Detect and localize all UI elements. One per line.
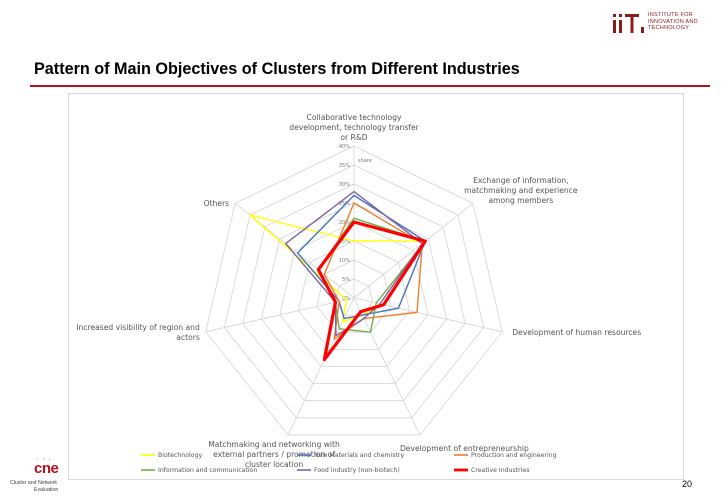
- legend-label: Production and engineering: [471, 452, 557, 459]
- tick-label: 40%: [339, 144, 350, 150]
- legend-label: Food industry (non-biotech): [314, 467, 400, 474]
- grid-ring: [279, 221, 429, 367]
- page-number: 20: [682, 479, 693, 489]
- tick-label: 15%: [339, 239, 350, 245]
- axis-label: external partners / promotion of: [213, 450, 335, 459]
- cne-dots-icon: · · ·: [36, 456, 52, 463]
- series-line-1: [296, 194, 427, 320]
- tick-label: 5%: [342, 277, 350, 283]
- tick-label: 35%: [339, 163, 350, 169]
- grid-ring: [223, 164, 485, 419]
- tick-label: 10%: [339, 258, 350, 264]
- axis-label: development, technology transfer: [289, 123, 419, 132]
- tick-label: 20%: [339, 220, 350, 226]
- title-divider: [30, 85, 710, 87]
- axis-label: among members: [488, 196, 553, 205]
- radar-chart: 0%5%10%15%20%25%30%35%40%shareCollaborat…: [76, 113, 641, 474]
- axis-spoke: [353, 202, 474, 299]
- grid-ring: [242, 183, 466, 402]
- iit-logo-mark-icon: [613, 14, 644, 33]
- scale-label: share: [358, 158, 372, 164]
- grid-ring: [335, 278, 373, 316]
- institute-logo: INSTITUTE FOR INNOVATION AND TECHNOLOGY: [612, 11, 722, 37]
- axis-label: Exchange of information,: [473, 176, 569, 185]
- axis-label: Increased visibility of region and: [76, 323, 200, 332]
- cne-logo-line-2: Evaluation: [34, 487, 59, 493]
- axis-label: Matchmaking and networking with: [208, 440, 340, 449]
- logo-line-2: INNOVATION AND: [648, 18, 698, 25]
- axis-label: actors: [176, 333, 200, 342]
- legend-label: Biotechnology: [158, 452, 202, 459]
- legend-label: Information and communication: [158, 467, 257, 474]
- axis-label: cluster location: [245, 460, 304, 469]
- institute-logo-text: INSTITUTE FOR INNOVATION AND TECHNOLOGY: [648, 12, 698, 32]
- axis-spoke: [205, 297, 355, 333]
- tick-label: 30%: [339, 182, 350, 188]
- series-line-5: [316, 220, 427, 362]
- logo-line-1: INSTITUTE FOR: [648, 12, 693, 18]
- legend-label: Creative Industries: [471, 467, 529, 474]
- axis-label: Development of human resources: [512, 328, 641, 337]
- legend-label: New Materials and chemistry: [314, 452, 404, 459]
- grid-ring: [297, 240, 411, 350]
- chart-frame: 0% 5% 10% 15% 20% 25% 30% 35% 40% share Collaborat…: [68, 93, 684, 480]
- cne-logo-line-1: Cluster and Network: [10, 480, 57, 486]
- axis-label: or R&D: [340, 133, 367, 142]
- grid-ring: [260, 202, 448, 384]
- axis-label: Others: [204, 199, 230, 208]
- axis-label: Collaborative technology: [307, 113, 402, 122]
- axis-spoke: [353, 297, 421, 436]
- axis-label: Development of entrepreneurship: [400, 444, 529, 453]
- cne-logo-text: cne: [34, 460, 59, 477]
- logo-line-3: TECHNOLOGY: [648, 25, 690, 32]
- axis-label: matchmaking and experience: [464, 186, 578, 195]
- cne-logo: · · · cne Cluster and Network Evaluation: [10, 456, 70, 500]
- tick-label: 25%: [339, 201, 350, 207]
- grid-ring: [205, 145, 503, 436]
- axis-spoke: [353, 297, 503, 333]
- slide-title: Pattern of Main Objectives of Clusters f…: [34, 60, 520, 78]
